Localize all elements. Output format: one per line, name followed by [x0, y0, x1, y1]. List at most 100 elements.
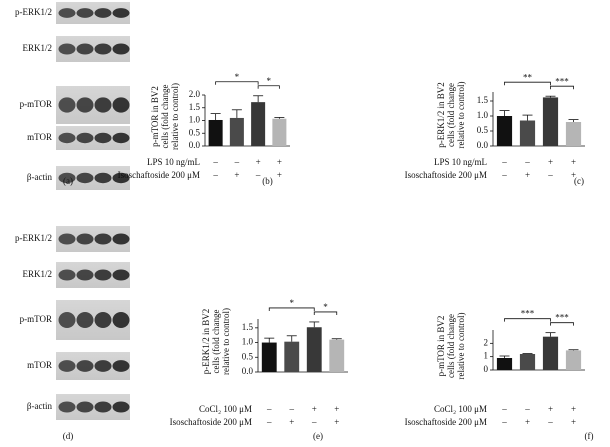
condition-sign: + — [334, 404, 339, 414]
blot-band — [94, 97, 112, 113]
significance-bracket — [257, 85, 280, 89]
significance-bracket — [268, 307, 315, 311]
y-axis-label-line: relative to control) — [456, 313, 466, 380]
y-axis-label-line: p-mTOR in BV2 — [150, 86, 160, 147]
panel-label: (a) — [63, 176, 73, 186]
blot-band — [58, 312, 76, 328]
blot-band — [58, 43, 76, 55]
panel-label: (b) — [262, 176, 273, 186]
bar — [565, 122, 582, 146]
y-axis-label: p-mTOR in BV2cells (fold changerelative … — [150, 83, 180, 150]
significance-label: *** — [521, 309, 535, 319]
blot-label: p-ERK1/2 — [15, 233, 52, 243]
bar — [565, 350, 582, 370]
condition-label: CoCl₂ 100 μM — [434, 404, 487, 414]
blot-label: mTOR — [27, 360, 52, 370]
blot-band — [94, 172, 112, 184]
condition-sign: + — [234, 170, 239, 180]
blot-band — [58, 97, 76, 113]
blot-band — [112, 132, 130, 144]
condition-label: Isoschaftoside 200 μM — [170, 417, 252, 427]
blot-label: p-mTOR — [20, 99, 52, 109]
significance-bracket — [215, 81, 259, 85]
condition-label: Isoschaftoside 200 μM — [118, 170, 200, 180]
condition-sign: – — [289, 404, 295, 414]
y-tick-label: 1.5 — [242, 322, 254, 332]
condition-sign: + — [334, 417, 339, 427]
condition-sign: + — [256, 157, 261, 167]
significance-label: *** — [555, 313, 569, 323]
blot-band — [58, 233, 76, 245]
condition-sign: + — [548, 404, 553, 414]
significance-bracket — [504, 318, 551, 322]
bar — [261, 342, 277, 372]
bar — [519, 354, 536, 370]
error-bar — [545, 332, 556, 337]
error-bar — [568, 119, 579, 122]
condition-sign: + — [277, 157, 282, 167]
blot-band — [94, 312, 112, 328]
significance-label: *** — [555, 76, 569, 86]
bar — [496, 358, 513, 370]
panel-label: (d) — [63, 431, 74, 441]
y-axis-label-line: relative to control) — [456, 82, 466, 149]
y-tick-label: 0.5 — [242, 351, 254, 361]
error-bar — [274, 117, 285, 119]
significance-bracket — [313, 311, 338, 315]
condition-sign: – — [547, 170, 553, 180]
panel-label: (c) — [574, 176, 584, 186]
y-tick-label: 0.0 — [477, 140, 489, 150]
blot-label: ERK1/2 — [22, 43, 52, 53]
error-bar — [231, 109, 242, 118]
blot-band — [76, 97, 94, 113]
significance-bracket — [550, 322, 574, 326]
blot-band — [76, 132, 94, 144]
error-bar — [331, 338, 342, 340]
y-axis-label-line: cells (fold change — [160, 85, 170, 149]
y-tick-label: 1.0 — [189, 115, 201, 125]
condition-sign: + — [571, 404, 576, 414]
y-tick-label: 1.0 — [477, 110, 489, 120]
condition-sign: – — [547, 417, 553, 427]
condition-sign: – — [501, 417, 507, 427]
blot-label: β-actin — [27, 172, 53, 182]
y-axis-label-line: p-ERK1/2 in BV2 — [436, 82, 446, 148]
y-axis-label: p-ERK1/2 in BV2cells (fold changerelativ… — [201, 308, 231, 375]
blot-band — [76, 312, 94, 328]
blot-label: p-mTOR — [20, 314, 52, 324]
significance-label: ** — [523, 72, 533, 82]
error-bar — [499, 355, 510, 358]
error-bar — [253, 95, 264, 103]
blot-band — [94, 269, 112, 281]
blot-band — [76, 401, 94, 413]
bar — [208, 119, 223, 146]
blot-band — [112, 172, 130, 184]
condition-sign: – — [524, 404, 530, 414]
condition-sign: – — [311, 417, 317, 427]
blot-band — [112, 97, 130, 113]
condition-sign: – — [212, 157, 218, 167]
y-axis-label-line: relative to control) — [170, 83, 180, 150]
blot-band — [94, 8, 112, 18]
condition-sign: + — [289, 417, 294, 427]
y-axis-label-line: cells (fold change — [446, 83, 456, 147]
error-bar — [568, 349, 579, 351]
y-tick-label: 1.5 — [477, 95, 489, 105]
error-bar — [309, 321, 320, 328]
error-bar — [210, 113, 221, 120]
condition-sign: + — [571, 417, 576, 427]
bar — [519, 120, 536, 146]
blot-band — [112, 233, 130, 245]
y-axis-label-line: p-ERK1/2 in BV2 — [201, 309, 211, 375]
panel-label: (f) — [585, 431, 594, 441]
y-tick-label: 2.0 — [189, 89, 201, 99]
condition-sign: – — [234, 157, 240, 167]
significance-bracket — [504, 81, 551, 86]
blot-band — [58, 8, 76, 18]
condition-sign: – — [266, 417, 272, 427]
blot-band — [58, 132, 76, 144]
error-bar — [522, 114, 533, 121]
bar — [229, 117, 244, 146]
y-tick-label: 0.0 — [189, 140, 201, 150]
